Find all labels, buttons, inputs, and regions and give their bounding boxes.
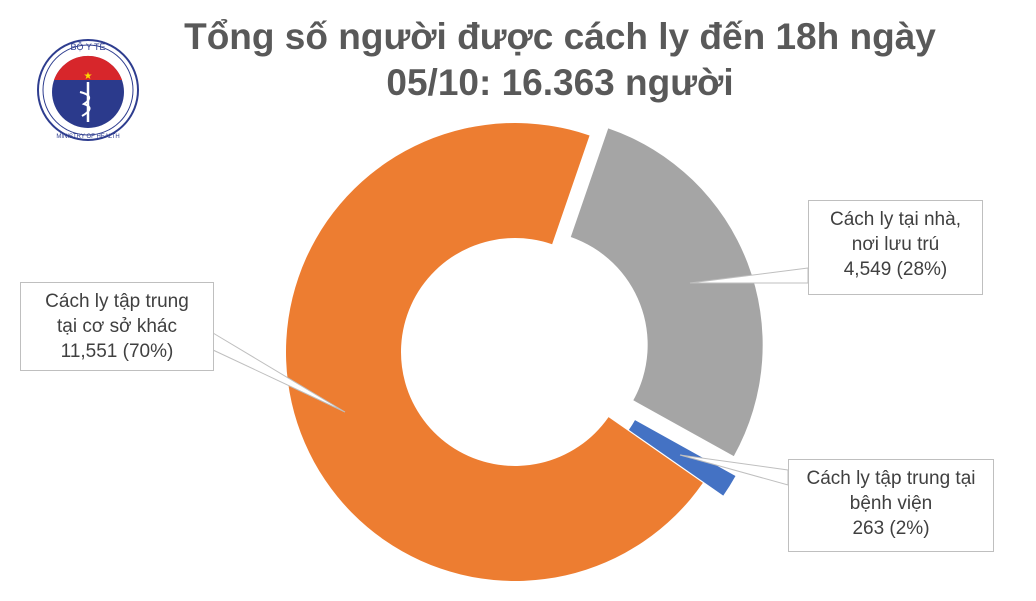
label-line: tại cơ sở khác [57, 316, 177, 337]
label-line: Cách ly tại nhà, [830, 209, 961, 230]
title-line-2: 05/10: 16.363 người [386, 62, 734, 103]
slice-other-facilities [286, 123, 703, 581]
slice-hospital [628, 420, 736, 496]
data-label-home-quarantine: Cách ly tại nhà, nơi lưu trú 4,549 (28%) [808, 200, 983, 295]
ministry-of-health-logo: ★ BỘ Y TẾ MINISTRY OF HEALTH [37, 39, 139, 141]
label-line: Cách ly tập trung [45, 291, 189, 312]
label-value: 4,549 (28%) [843, 259, 948, 280]
title-line-1: Tổng số người được cách ly đến 18h ngày [184, 16, 936, 57]
label-line: nơi lưu trú [851, 234, 940, 255]
data-label-hospital: Cách ly tập trung tại bệnh viện 263 (2%) [788, 459, 994, 552]
label-value: 263 (2%) [852, 518, 930, 539]
label-line: Cách ly tập trung tại [806, 468, 976, 489]
label-value: 11,551 (70%) [60, 341, 174, 362]
label-line: bệnh viện [849, 493, 933, 514]
slice-home-quarantine [570, 128, 763, 457]
data-label-other-facilities: Cách ly tập trung tại cơ sở khác 11,551 … [20, 282, 214, 371]
logo-text-bottom: MINISTRY OF HEALTH [56, 134, 119, 140]
chart-title: Tổng số người được cách ly đến 18h ngày … [150, 14, 970, 106]
logo-text-top: BỘ Y TẾ [70, 42, 105, 52]
svg-text:★: ★ [84, 71, 93, 82]
